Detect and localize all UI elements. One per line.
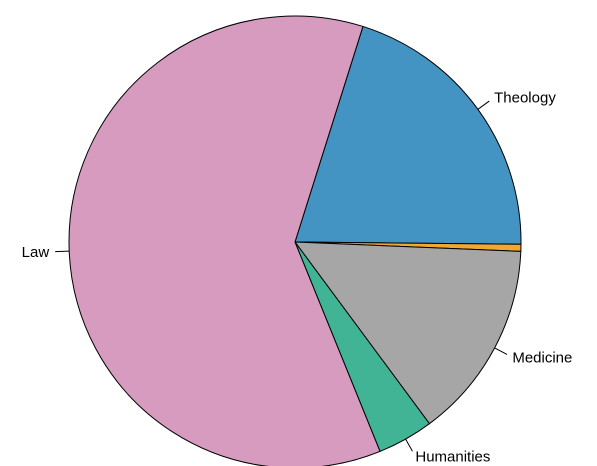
pie-slice-medicine bbox=[293, 241, 522, 425]
pie-labels: Theology Medicine Humanities Law bbox=[22, 90, 573, 466]
pie-slice-law bbox=[68, 15, 381, 466]
pie-label-humanities: Humanities bbox=[415, 449, 490, 466]
pie-label-tick-law bbox=[55, 250, 70, 253]
pie-label-medicine: Medicine bbox=[512, 349, 572, 366]
pie-label-tick-theology bbox=[477, 100, 490, 110]
pie-label-tick-medicine bbox=[494, 347, 508, 355]
pie-slices bbox=[68, 15, 522, 466]
pie-label-tick-humanities bbox=[405, 438, 413, 452]
pie-label-law: Law bbox=[22, 244, 50, 261]
pie-label-theology: Theology bbox=[494, 90, 556, 107]
